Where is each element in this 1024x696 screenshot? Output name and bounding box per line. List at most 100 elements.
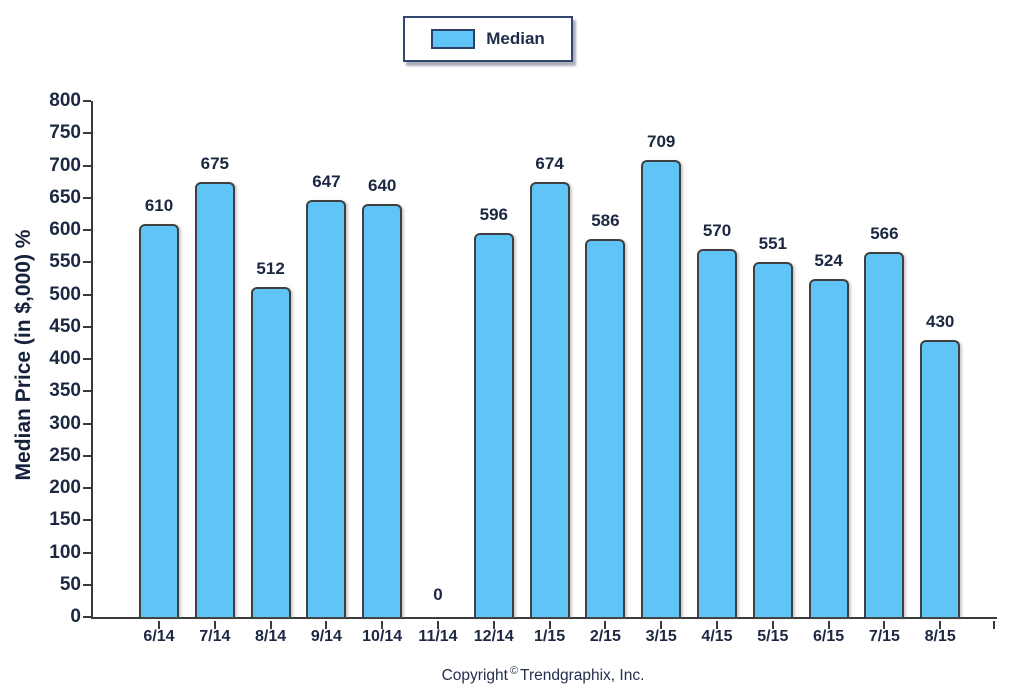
bar-value-label: 551 — [758, 234, 787, 253]
y-axis-tick-label: 200 — [49, 477, 81, 498]
x-axis-tick — [492, 621, 495, 629]
y-axis-tick — [83, 583, 91, 586]
x-axis-label-1-15: 1/15 — [534, 628, 566, 645]
bar-value-label: 566 — [870, 224, 899, 243]
bar-7-14 — [194, 182, 235, 617]
y-axis-tick — [83, 325, 91, 328]
x-axis-label-8-14: 8/14 — [255, 628, 287, 645]
y-axis-tick — [83, 132, 91, 135]
copyright-company: Trendgraphix, Inc. — [520, 667, 645, 685]
y-axis-tick-label: 300 — [49, 412, 81, 434]
y-axis-tick — [83, 487, 91, 489]
y-axis-tick-label: 800 — [49, 90, 81, 111]
x-axis-tick — [660, 621, 663, 629]
y-axis-tick-label: 500 — [49, 283, 81, 305]
bar-value-label: 596 — [479, 205, 508, 224]
bar-2-15 — [585, 239, 626, 617]
y-axis-tick — [83, 293, 91, 296]
y-axis-tick-label: 350 — [49, 380, 81, 402]
x-axis-tick — [381, 621, 384, 629]
x-axis-label-3-15: 3/15 — [645, 628, 677, 645]
x-axis-label-9-14: 9/14 — [310, 628, 342, 645]
bar-8-15 — [920, 340, 961, 617]
bar-value-label: 647 — [312, 172, 341, 191]
x-axis-tick — [213, 621, 216, 629]
bar-5-15 — [752, 262, 793, 617]
x-axis-label-7-14: 7/14 — [199, 628, 231, 645]
y-axis-tick — [83, 519, 91, 522]
y-axis-tick-label: 100 — [49, 541, 81, 563]
x-axis-tick — [604, 621, 607, 629]
bar-value-label: 0 — [433, 585, 443, 604]
copyright-text: Copyright © Trendgraphix, Inc. — [91, 665, 995, 685]
x-axis-tick — [883, 621, 886, 629]
x-axis-label-8-15: 8/15 — [924, 628, 956, 645]
x-axis-label-6-15: 6/15 — [813, 628, 845, 645]
bar-12-14 — [473, 233, 514, 617]
bar-7-15 — [864, 252, 905, 617]
x-axis-tick — [548, 621, 551, 629]
x-axis-tick — [158, 621, 160, 629]
y-axis-tick-label: 400 — [49, 348, 81, 369]
bar-value-label: 586 — [591, 211, 620, 230]
y-axis-tick — [83, 551, 91, 554]
bar-value-label: 430 — [926, 312, 955, 331]
copyright-symbol: © — [509, 665, 519, 677]
x-axis-label-6-14: 6/14 — [143, 628, 175, 645]
y-axis-tick-label: 50 — [59, 573, 81, 595]
x-axis-tick — [325, 621, 328, 629]
y-axis-tick — [83, 422, 91, 425]
legend-swatch-median — [431, 29, 476, 49]
y-axis-tick-label: 600 — [49, 219, 81, 240]
x-axis-end-tick — [993, 621, 995, 629]
x-axis-label-7-15: 7/15 — [868, 628, 900, 645]
bar-value-label: 640 — [368, 176, 397, 195]
y-axis-tick-label: 450 — [49, 315, 81, 337]
x-axis-tick — [269, 621, 272, 629]
x-axis-tick — [716, 621, 718, 629]
x-axis-tick — [771, 621, 774, 629]
y-axis-tick — [83, 616, 91, 618]
bar-value-label: 512 — [256, 259, 285, 278]
y-axis-tick — [83, 196, 91, 199]
bar-4-15 — [697, 249, 737, 617]
y-axis-tick — [83, 454, 91, 457]
bar-value-label: 524 — [814, 251, 843, 270]
y-axis-tick-label: 250 — [49, 444, 81, 466]
plot-area: 800 750 700 650 600 550 500 450 400 350 300 250 200 1… — [49, 90, 997, 645]
bar-value-label: 675 — [200, 154, 229, 173]
bar-10-14 — [362, 204, 403, 617]
x-axis-tick — [437, 621, 439, 629]
bar-3-15 — [641, 160, 682, 617]
bar-value-label: 610 — [144, 196, 174, 215]
x-axis-label-10-14: 10/14 — [362, 628, 403, 645]
x-axis-tick — [939, 621, 942, 629]
x-axis-label-2-15: 2/15 — [589, 628, 621, 645]
copyright-prefix: Copyright — [441, 667, 508, 685]
y-axis-tick — [83, 100, 91, 102]
bar-value-label: 674 — [535, 154, 564, 173]
x-axis-tick — [827, 621, 830, 629]
bar-9-14 — [306, 200, 347, 617]
y-axis-tick — [83, 261, 91, 264]
y-axis-tick-label: 700 — [49, 154, 81, 176]
legend-label: Median — [486, 29, 545, 48]
y-axis-tick — [83, 229, 91, 231]
bar-1-15 — [529, 182, 570, 617]
y-axis-tick — [83, 164, 91, 167]
y-axis-tick-label: 650 — [49, 186, 81, 208]
bar-value-label: 709 — [647, 132, 676, 151]
y-axis-tick — [83, 390, 91, 393]
x-axis-label-5-15: 5/15 — [757, 628, 789, 645]
x-axis-label-12-14: 12/14 — [473, 628, 514, 645]
bar-8-14 — [250, 287, 291, 617]
y-axis-tick — [83, 358, 91, 360]
bar-6-15 — [808, 279, 849, 617]
y-axis-tick-label: 750 — [49, 122, 81, 144]
y-axis-tick-label: 0 — [70, 606, 81, 627]
bar-value-label: 570 — [702, 221, 732, 240]
x-axis-label-11-14: 11/14 — [418, 628, 458, 645]
x-axis-label-4-15: 4/15 — [701, 628, 733, 645]
y-axis-tick-label: 550 — [49, 251, 81, 273]
